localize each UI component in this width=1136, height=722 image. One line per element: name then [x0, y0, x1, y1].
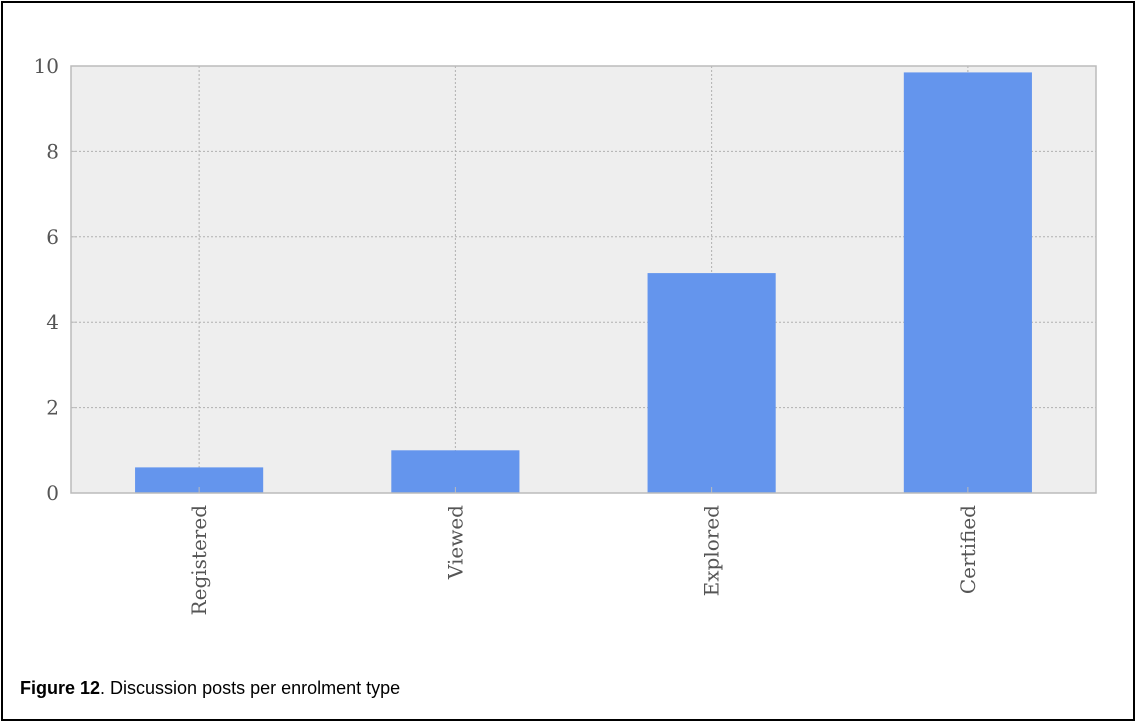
figure-caption: Figure 12. Discussion posts per enrolmen…: [20, 678, 400, 699]
y-tick-label: 8: [46, 139, 59, 163]
y-tick-label: 6: [46, 225, 59, 249]
y-tick-label: 2: [46, 396, 59, 420]
figure-caption-text: . Discussion posts per enrolment type: [100, 678, 401, 698]
bar-explored: [647, 273, 776, 493]
x-tick-label-viewed: Viewed: [443, 505, 467, 580]
bar-viewed: [391, 450, 520, 493]
y-tick-label: 10: [34, 54, 59, 78]
x-axis-ticks: Registered Viewed Explored Certified: [187, 487, 980, 615]
x-tick-label-certified: Certified: [956, 505, 980, 594]
bar-chart: 0 2 4 6 8 10 Registered Viewed Explored Certifie…: [34, 54, 1097, 615]
y-tick-label: 4: [46, 310, 59, 334]
x-tick-label-explored: Explored: [700, 505, 724, 597]
y-axis-ticks: 0 2 4 6 8 10: [34, 54, 77, 505]
figure-caption-label: Figure 12: [20, 678, 101, 698]
x-tick-label-registered: Registered: [187, 505, 211, 616]
bars: [135, 72, 1032, 493]
plot-border: [70, 65, 1097, 494]
y-tick-label: 0: [46, 481, 59, 505]
bar-certified: [903, 72, 1032, 493]
